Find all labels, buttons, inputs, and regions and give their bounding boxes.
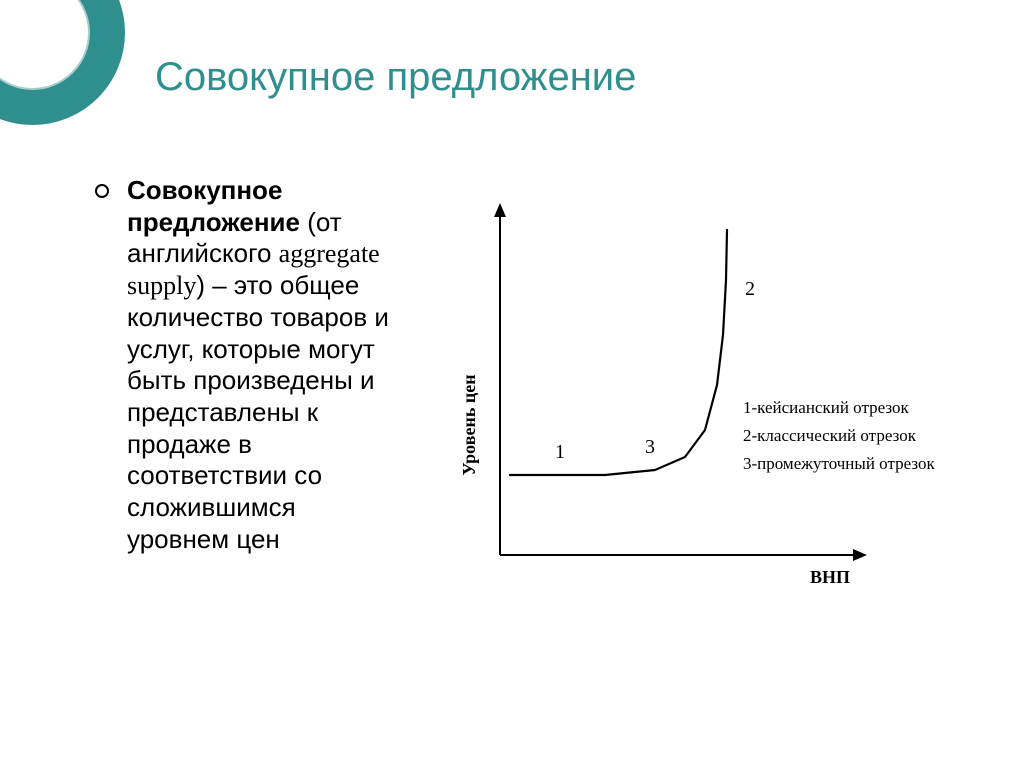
bold-lead: Совокупное предложение	[127, 175, 300, 237]
text-column: Совокупное предложение (от английского a…	[95, 175, 405, 615]
rest-2: ) – это общее количество товаров и услуг…	[127, 270, 389, 554]
svg-text:Уровень цен: Уровень цен	[459, 374, 479, 475]
svg-text:1: 1	[555, 441, 565, 463]
content-area: Совокупное предложение (от английского a…	[95, 175, 945, 615]
svg-text:ВНП: ВНП	[810, 567, 850, 587]
svg-text:3-промежуточный отрезок: 3-промежуточный отрезок	[743, 454, 935, 473]
body-paragraph: Совокупное предложение (от английского a…	[127, 175, 405, 556]
chart-column: Уровень цен ВНП 1 3 2 1-кейсианский отрезок 2-…	[405, 175, 945, 615]
slide-title: Совокупное предложение	[155, 55, 636, 100]
svg-text:2-классический отрезок: 2-классический отрезок	[743, 426, 917, 445]
corner-rings	[0, 0, 140, 140]
svg-text:1-кейсианский отрезок: 1-кейсианский отрезок	[743, 398, 909, 417]
svg-text:2: 2	[745, 278, 755, 300]
as-curve-chart: Уровень цен ВНП 1 3 2 1-кейсианский отрезок 2-…	[445, 175, 945, 615]
svg-text:3: 3	[645, 436, 655, 458]
circle-bullet-icon	[95, 184, 109, 198]
bullet-item: Совокупное предложение (от английского a…	[95, 175, 405, 556]
